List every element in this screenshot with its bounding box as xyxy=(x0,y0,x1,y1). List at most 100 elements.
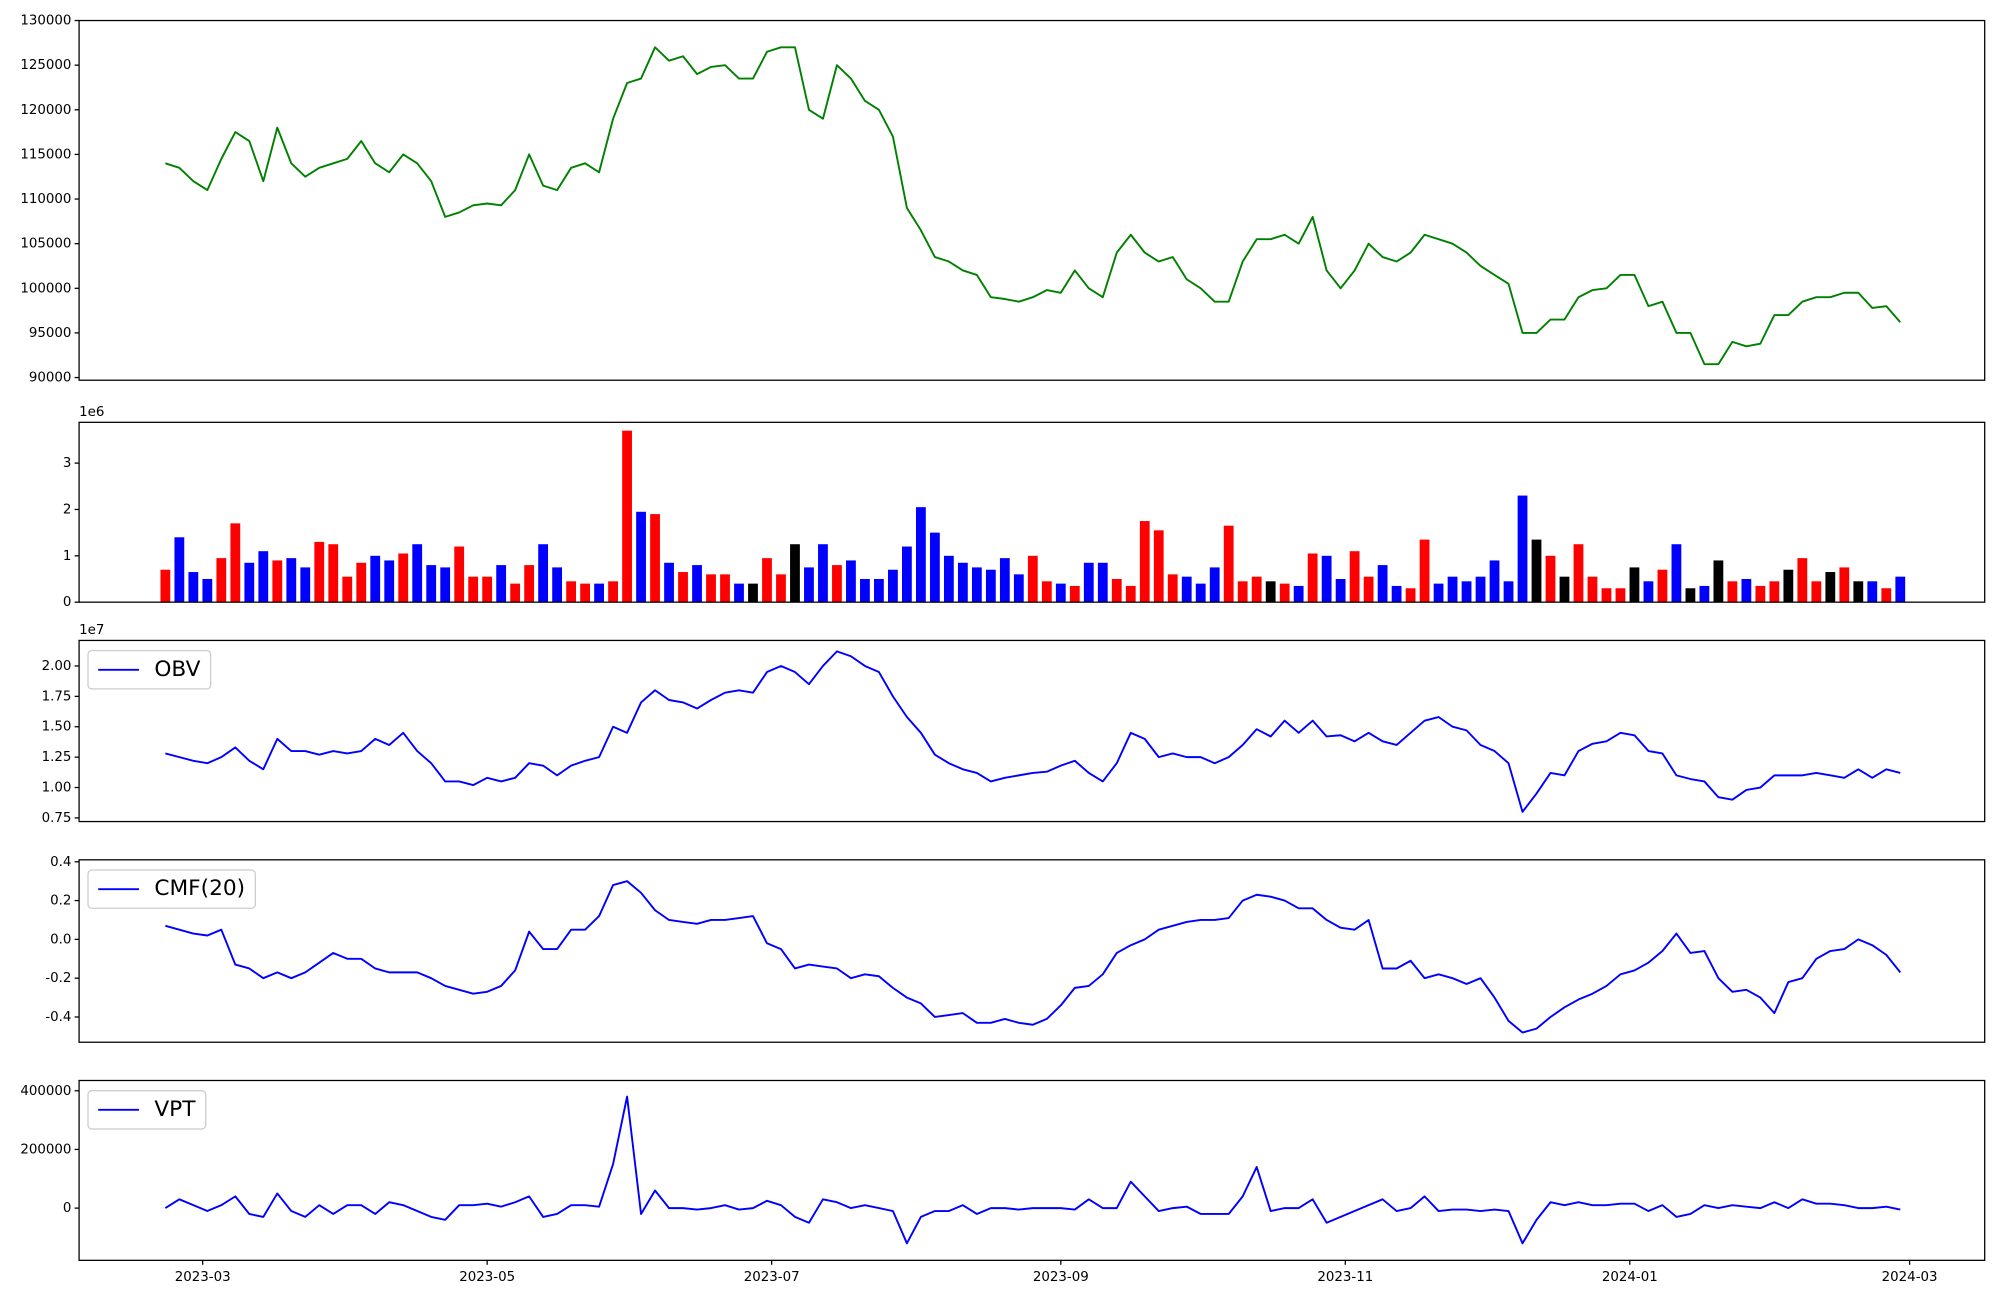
legend-label: OBV xyxy=(154,657,200,682)
bar xyxy=(1475,576,1486,603)
bar xyxy=(1797,558,1808,603)
bar xyxy=(1699,585,1710,603)
bar xyxy=(902,546,912,603)
y-tick-label: 105000 xyxy=(20,237,71,252)
bar xyxy=(300,567,311,603)
bar xyxy=(748,583,758,603)
y-tick-label: 95000 xyxy=(29,326,72,341)
x-tick-label: 2023-11 xyxy=(1317,1270,1373,1285)
y-tick-label: 120000 xyxy=(20,103,71,118)
axes-frame xyxy=(78,859,1986,1043)
bar xyxy=(216,558,227,603)
bar xyxy=(566,581,577,603)
x-tick-label: 2023-03 xyxy=(175,1270,231,1285)
bar xyxy=(706,574,716,603)
bar xyxy=(1377,565,1388,603)
bar xyxy=(1265,581,1276,603)
bar xyxy=(608,581,618,603)
bar xyxy=(1587,576,1598,603)
x-tick-label: 2023-09 xyxy=(1033,1270,1089,1285)
bar xyxy=(412,544,423,603)
bar xyxy=(454,546,465,603)
bar xyxy=(258,551,269,603)
bar xyxy=(678,572,688,603)
bar xyxy=(776,574,786,603)
bar xyxy=(762,558,772,603)
bar xyxy=(356,562,367,603)
bar xyxy=(524,565,535,603)
bar xyxy=(860,578,870,603)
bar xyxy=(1727,581,1738,603)
bar xyxy=(1867,581,1878,603)
panel: 0 200000 400000 2023-03 2023-05 2023-07 2023-0… xyxy=(20,1079,1986,1285)
y-tick-label: 115000 xyxy=(20,147,71,162)
bar xyxy=(552,567,563,603)
bar xyxy=(720,574,730,603)
legend: CMF(20) xyxy=(87,869,256,909)
bar xyxy=(1517,495,1528,603)
line xyxy=(164,1095,1901,1245)
bar xyxy=(188,572,199,603)
bar xyxy=(1447,576,1458,603)
panel: -0.4 -0.2 0.0 0.2 0.4 CMF(20) xyxy=(45,855,1986,1043)
y-tick-label: 200000 xyxy=(20,1142,71,1157)
bar xyxy=(1657,569,1668,603)
y-tick-label: 1.50 xyxy=(42,720,72,735)
line xyxy=(165,650,1901,813)
bar xyxy=(1027,555,1038,603)
bar xyxy=(1237,581,1248,603)
bar xyxy=(1167,574,1178,603)
bar xyxy=(1293,585,1304,603)
bar xyxy=(1111,578,1122,603)
y-tick-label: 0 xyxy=(63,595,72,610)
bar xyxy=(1125,585,1136,603)
bar xyxy=(999,558,1010,603)
bar xyxy=(888,569,898,603)
bar xyxy=(818,544,828,603)
panel: 90000 95000 100000 105000 110000 115000 120000… xyxy=(20,14,1986,386)
y-tick-label: 110000 xyxy=(20,192,71,207)
bar xyxy=(1181,576,1192,603)
y-tick-label: 0.2 xyxy=(50,894,71,909)
bar xyxy=(622,430,632,603)
bar xyxy=(846,560,856,603)
bar xyxy=(1195,583,1206,603)
axes-frame xyxy=(78,639,1986,823)
bar xyxy=(384,560,395,603)
y-tick-label: 0.4 xyxy=(50,855,71,870)
y-tick-label: -0.4 xyxy=(45,1010,71,1025)
offset-label: 1e7 xyxy=(79,623,104,638)
legend-box xyxy=(87,869,256,909)
bar xyxy=(1671,544,1682,603)
bar xyxy=(314,541,325,603)
bar xyxy=(1825,572,1836,603)
bar xyxy=(1573,544,1584,603)
bar xyxy=(496,565,507,603)
bar xyxy=(468,576,479,603)
line xyxy=(165,880,1902,1034)
legend-box xyxy=(87,650,212,690)
y-tick-label: 130000 xyxy=(20,14,71,29)
x-tick-label: 2023-05 xyxy=(459,1270,515,1285)
bar xyxy=(202,578,213,603)
bar xyxy=(230,523,241,603)
bar xyxy=(915,507,926,603)
bar xyxy=(734,583,744,603)
axes-frame xyxy=(78,421,1986,603)
bar xyxy=(1433,583,1444,603)
y-tick-label: 3 xyxy=(63,456,72,471)
bar xyxy=(1769,581,1780,603)
y-tick-label: 2.00 xyxy=(42,659,72,674)
y-tick-label: 125000 xyxy=(20,58,71,73)
legend-label: VPT xyxy=(154,1097,196,1122)
bar xyxy=(832,565,842,603)
bar xyxy=(580,583,590,603)
bar xyxy=(874,578,884,603)
bar xyxy=(664,562,674,603)
bar xyxy=(1839,567,1850,603)
legend: VPT xyxy=(87,1090,207,1130)
y-tick-label: 0.75 xyxy=(42,811,72,826)
bar xyxy=(1321,555,1332,603)
bar xyxy=(1531,539,1542,603)
bar xyxy=(510,583,521,603)
